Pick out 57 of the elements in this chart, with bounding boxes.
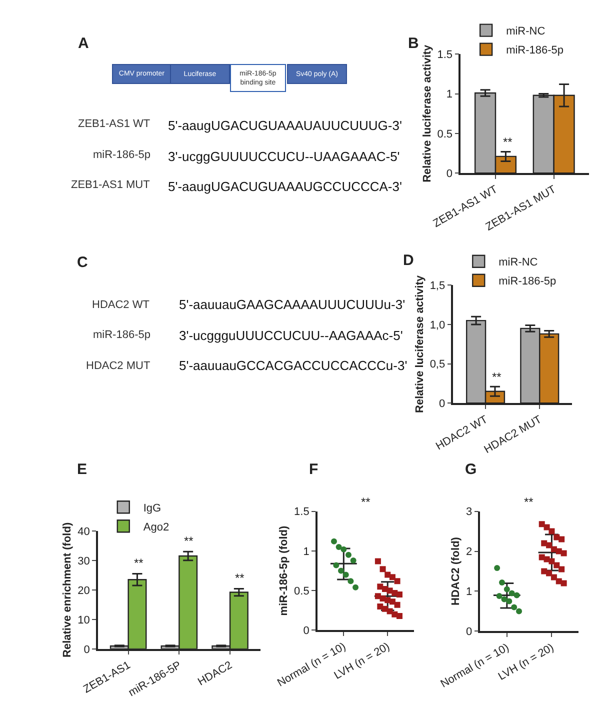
chart-title: E: [77, 461, 88, 478]
annotation: **: [235, 571, 245, 585]
y-tick-label: 0,5: [430, 358, 446, 371]
text: A: [78, 35, 89, 52]
legend-label: miR-186-5p: [506, 44, 564, 57]
text: HDAC2 WT: [92, 299, 150, 311]
legend-label: Ago2: [143, 521, 170, 534]
y-tick-label: 1.5: [294, 506, 310, 518]
y-axis-title: HDAC2 (fold): [450, 536, 462, 606]
text: C: [77, 254, 88, 271]
y-tick-label: 1,5: [430, 280, 446, 292]
text: HDAC2 MUT: [86, 360, 150, 372]
y-tick-label: 0.5: [294, 585, 310, 598]
legend-label: miR-NC: [498, 256, 538, 269]
y-tick-label: 20: [78, 584, 90, 597]
text: 5'-aaugUGACUGUAAAUGCCUCCCA-3': [168, 179, 402, 194]
text: miR-186-5p: [93, 329, 150, 341]
y-tick-label: 3: [466, 506, 472, 518]
text: ZEB1-AS1 WT: [78, 118, 150, 130]
y-tick-label: 30: [78, 555, 90, 568]
y-tick-label: 1.5: [437, 49, 453, 62]
y-tick-label: 0: [303, 625, 310, 638]
text: **: [524, 495, 534, 509]
text: 3'-ucggguUUUCCUCUU--AAGAAAc-5': [179, 328, 403, 343]
text: 3'-ucggGUUUUCCUCU--UAAGAAAC-5': [168, 149, 400, 164]
y-tick-label: 10: [78, 614, 90, 626]
y-tick-label: 2: [466, 546, 472, 558]
chart-title: B: [408, 35, 419, 52]
text: 5'-aauuauGAAGCAAAAUUUCUUUu-3': [179, 297, 406, 312]
text: miR-186-5p: [93, 149, 150, 161]
y-tick-label: 0: [84, 644, 90, 656]
y-tick-label: 1: [466, 586, 472, 598]
y-axis-title: miR-186-5p (fold): [278, 526, 290, 616]
y-tick-label: 1: [303, 546, 310, 558]
annotation: **: [184, 534, 194, 548]
annotation: **: [492, 370, 502, 384]
y-tick-label: 0: [446, 168, 453, 180]
y-tick-label: 0: [466, 626, 472, 638]
legend-label: miR-186-5p: [498, 276, 556, 288]
chart-title: F: [309, 461, 318, 478]
text: 5'-aauuauGCCACGACCUCCACCCu-3': [179, 358, 408, 373]
chart-title: D: [403, 252, 414, 269]
y-tick-label: 1,0: [430, 319, 446, 332]
annotation: **: [134, 556, 144, 570]
text: 5'-aaugUGACUGUAAAUAUUCUUUG-3': [168, 118, 402, 133]
annotation: **: [503, 135, 513, 149]
y-axis-title: Relative luciferase activity: [414, 274, 426, 413]
legend-label: miR-NC: [506, 26, 546, 38]
y-tick-label: 0: [438, 398, 446, 410]
y-tick-label: 40: [78, 526, 90, 538]
legend-label: IgG: [143, 502, 162, 514]
chart-title: G: [465, 461, 477, 478]
y-axis-title: Relative enrichment (fold): [62, 522, 74, 658]
y-tick-label: 1: [446, 88, 453, 101]
y-tick-label: 0.5: [437, 128, 453, 140]
y-axis-title: Relative luciferase activity: [421, 44, 434, 182]
text: **: [361, 495, 371, 509]
